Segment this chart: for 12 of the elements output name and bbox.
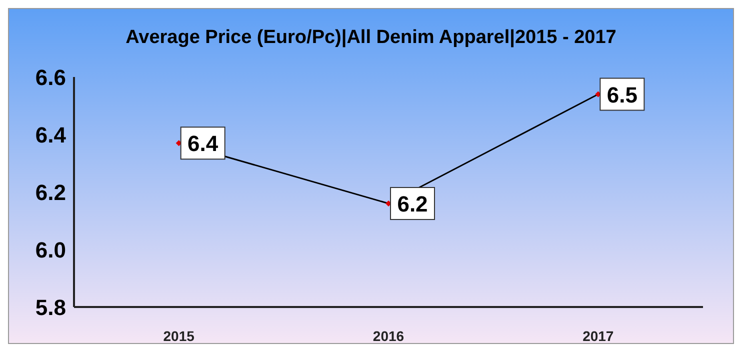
chart-title: Average Price (Euro/Pc)|All Denim Apparel|2015 - 2017: [126, 27, 616, 48]
x-tick-label: 2017: [582, 328, 614, 344]
x-tick-label: 2015: [163, 328, 195, 344]
x-tick-label: 2016: [372, 328, 404, 344]
y-tick-label: 5.8: [35, 294, 66, 320]
y-tick-label: 6.4: [35, 122, 67, 148]
y-tick-label: 6.0: [35, 237, 66, 262]
data-label: 6.2: [397, 192, 428, 216]
data-label: 6.5: [606, 82, 638, 108]
data-label: 6.4: [188, 131, 219, 156]
y-tick-label: 6.2: [35, 180, 66, 205]
y-tick-label: 6.6: [35, 64, 66, 90]
